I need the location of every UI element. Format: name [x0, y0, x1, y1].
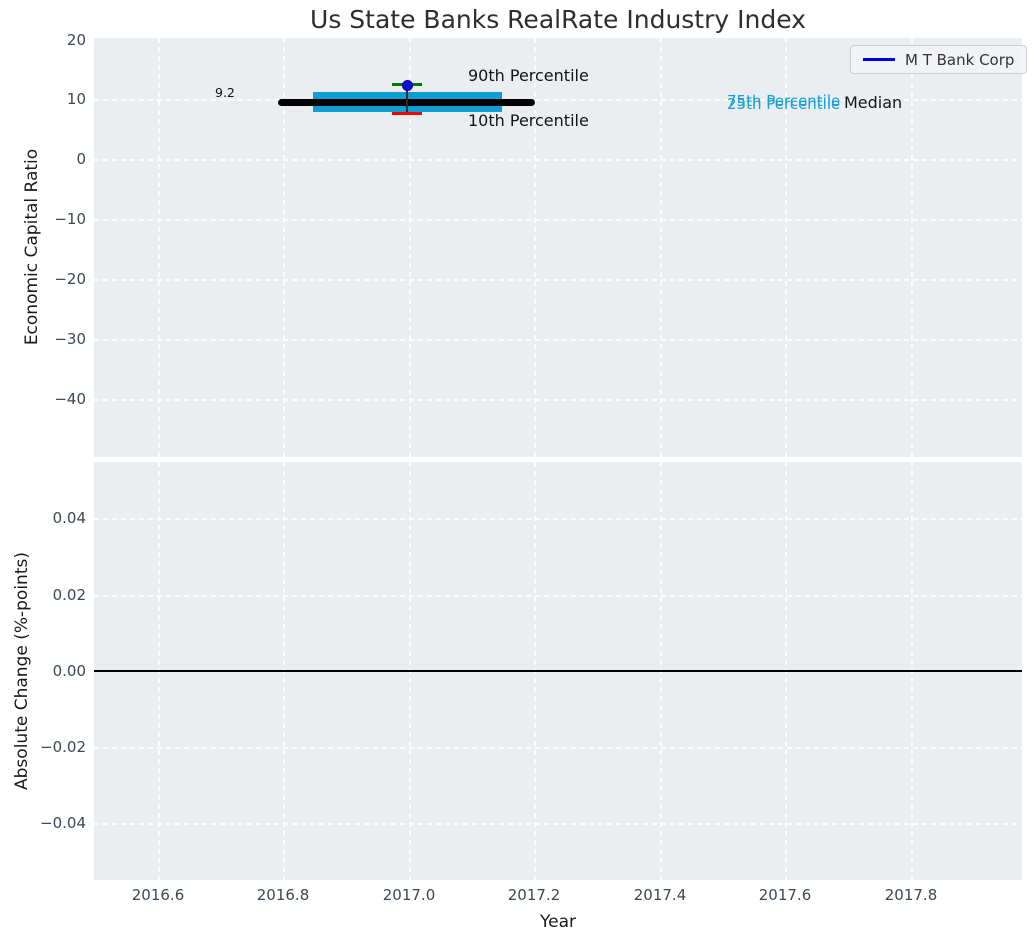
x-tick-label: 2017.8 [884, 886, 938, 904]
top-y-axis-label: Economic Capital Ratio [22, 148, 42, 346]
percentile-whisker [406, 85, 408, 114]
y-tick-label: −40 [54, 390, 86, 408]
gridline-vertical [158, 38, 160, 457]
x-tick-label: 2017.6 [758, 886, 812, 904]
y-tick-label: 10 [66, 90, 86, 108]
gridline-horizontal [94, 399, 1022, 401]
y-tick-label: −30 [54, 330, 86, 348]
gridline-horizontal [94, 595, 1022, 597]
gridline-vertical [660, 38, 662, 457]
chart-title: Us State Banks RealRate Industry Index [310, 5, 806, 34]
gridline-horizontal [94, 219, 1022, 221]
y-tick-label: 20 [66, 31, 86, 49]
top-axes: 9.2 90th Percentile 10th Percentile 75th… [94, 38, 1028, 457]
gridline-horizontal [94, 518, 1022, 520]
gridline-horizontal [94, 159, 1022, 161]
y-tick-label: −0.02 [40, 738, 86, 756]
y-tick-label: 0.00 [52, 662, 86, 680]
y-tick-label: −0.04 [40, 814, 86, 832]
y-tick-label: 0 [76, 150, 86, 168]
p25-label: 25th Percentile [727, 95, 841, 113]
bottom-axes [94, 462, 1022, 880]
gridline-vertical [534, 38, 536, 457]
y-tick-label: −10 [54, 210, 86, 228]
gridline-horizontal [94, 747, 1022, 749]
gridline-horizontal [94, 823, 1022, 825]
mt-bank-corp-marker [402, 80, 413, 91]
p10-label: 10th Percentile [468, 111, 589, 130]
y-tick-label: −20 [54, 270, 86, 288]
gridline-vertical [283, 38, 285, 457]
legend: M T Bank Corp [850, 45, 1028, 74]
p90-label: 90th Percentile [468, 66, 589, 85]
legend-label: M T Bank Corp [905, 50, 1015, 69]
gridline-horizontal [94, 99, 1022, 101]
median-label: Median [844, 93, 903, 112]
x-tick-label: 2016.6 [131, 886, 185, 904]
zero-change-line [94, 670, 1022, 672]
gridline-vertical [911, 38, 913, 457]
bottom-y-axis-label: Absolute Change (%-points) [12, 552, 32, 790]
gridline-vertical [785, 38, 787, 457]
gridline-vertical [409, 38, 411, 457]
x-tick-label: 2016.8 [256, 886, 310, 904]
gridline-horizontal [94, 339, 1022, 341]
x-tick-label: 2017.0 [382, 886, 436, 904]
median-value-label: 9.2 [215, 85, 235, 100]
y-tick-label: 0.02 [52, 586, 86, 604]
p10-tick-marker [392, 112, 422, 115]
legend-line-sample [863, 58, 895, 61]
x-tick-label: 2017.4 [633, 886, 687, 904]
p75-label: 75th Percentile [727, 92, 841, 110]
gridline-horizontal [94, 279, 1022, 281]
x-axis-label: Year [540, 912, 576, 932]
x-tick-label: 2017.2 [507, 886, 561, 904]
y-tick-label: 0.04 [52, 509, 86, 527]
